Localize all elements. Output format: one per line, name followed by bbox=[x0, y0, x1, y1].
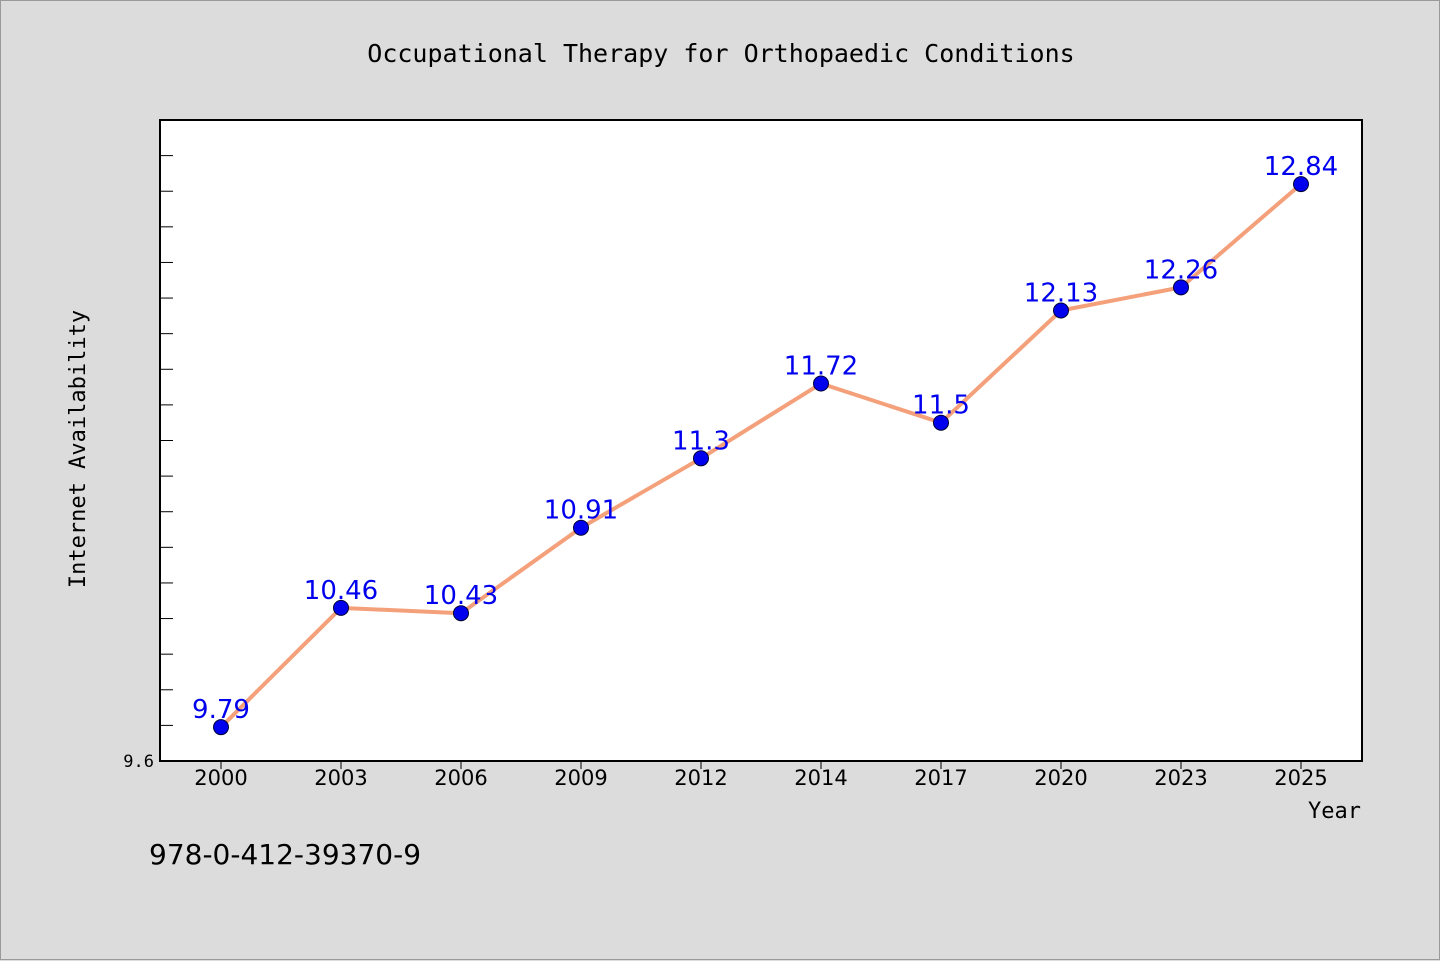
data-label: 11.3 bbox=[672, 426, 730, 456]
x-tick-label: 2000 bbox=[194, 766, 247, 790]
data-point bbox=[1173, 279, 1189, 296]
data-label: 12.13 bbox=[1024, 279, 1098, 309]
data-label: 9.79 bbox=[192, 695, 250, 725]
x-tick-label: 2025 bbox=[1274, 766, 1327, 790]
data-point bbox=[693, 450, 709, 467]
y-axis-label: Internet Availability bbox=[66, 310, 91, 588]
x-tick-label: 2023 bbox=[1154, 766, 1207, 790]
data-label: 10.46 bbox=[304, 576, 378, 606]
data-point bbox=[213, 719, 229, 736]
data-point bbox=[1053, 302, 1069, 319]
series-markers bbox=[213, 176, 1309, 736]
data-point bbox=[813, 375, 829, 392]
y-axis-ticks: 9.6 bbox=[123, 119, 173, 772]
x-axis: 2000 2003 2006 2009 2012 2014 2017 2020 2023 2025 bbox=[194, 761, 1328, 790]
data-point bbox=[573, 519, 589, 536]
data-labels: 9.79 10.46 10.43 10.91 11.3 11.72 11.5 12.13 12.… bbox=[192, 152, 1338, 725]
x-tick-label: 2017 bbox=[914, 766, 967, 790]
x-tick-label: 2003 bbox=[314, 766, 367, 790]
data-label: 10.43 bbox=[424, 581, 498, 611]
x-tick-label: 2009 bbox=[554, 766, 607, 790]
x-tick-label: 2012 bbox=[674, 766, 727, 790]
data-label: 10.91 bbox=[544, 496, 618, 526]
x-axis-label: Year bbox=[1308, 799, 1361, 824]
plot-area bbox=[159, 119, 1363, 762]
data-point bbox=[933, 414, 949, 431]
data-label: 11.72 bbox=[784, 352, 858, 382]
x-tick-label: 2006 bbox=[434, 766, 487, 790]
data-point bbox=[1293, 176, 1309, 193]
data-point bbox=[333, 599, 349, 616]
data-label: 12.26 bbox=[1144, 255, 1218, 285]
series-line bbox=[219, 182, 1303, 730]
chart-title: Occupational Therapy for Orthopaedic Con… bbox=[367, 39, 1074, 68]
isbn-annotation: 978-0-412-39370-9 bbox=[149, 838, 421, 871]
data-label: 11.5 bbox=[912, 391, 970, 421]
x-tick-label: 2020 bbox=[1034, 766, 1087, 790]
x-tick-label: 2014 bbox=[794, 766, 847, 790]
data-label: 12.84 bbox=[1264, 152, 1338, 182]
y-tick-label: 9.6 bbox=[123, 752, 154, 772]
data-point bbox=[453, 605, 469, 622]
